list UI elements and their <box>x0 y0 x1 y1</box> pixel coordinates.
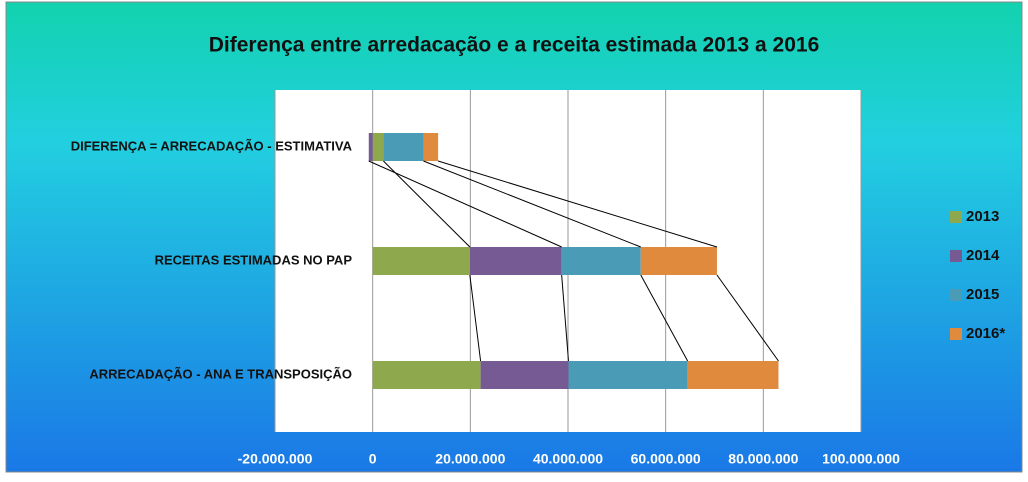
bar <box>561 247 641 275</box>
y-tick-label: DIFERENÇA = ARRECADAÇÃO - ESTIMATIVA <box>71 138 353 153</box>
y-tick-label: ARRECADAÇÃO - ANA E TRANSPOSIÇÃO <box>89 366 352 381</box>
legend-label: 2014 <box>966 247 1000 264</box>
legend-label: 2015 <box>966 286 999 303</box>
legend-swatch <box>950 289 962 301</box>
series-line <box>561 274 569 362</box>
series-line <box>716 274 779 362</box>
legend-label: 2013 <box>966 208 999 225</box>
bar <box>640 247 717 275</box>
bar <box>372 361 481 389</box>
bar <box>568 361 688 389</box>
bar <box>480 361 569 389</box>
bar <box>372 133 384 161</box>
legend-swatch <box>950 328 962 340</box>
series-line <box>469 274 482 362</box>
bar <box>423 133 439 161</box>
x-tick-label: 60.000.000 <box>631 451 701 467</box>
x-tick-label: 40.000.000 <box>533 451 603 467</box>
legend-label: 2016* <box>966 325 1005 342</box>
x-tick-label: 100.000.000 <box>822 451 900 467</box>
legend-swatch <box>950 211 962 223</box>
y-tick-label: RECEITAS ESTIMADAS NO PAP <box>155 252 353 267</box>
x-tick-label: 20.000.000 <box>435 451 505 467</box>
bar <box>383 133 424 161</box>
x-tick-label: 80.000.000 <box>728 451 798 467</box>
series-line <box>368 160 562 248</box>
bar <box>368 133 373 161</box>
bar <box>687 361 779 389</box>
series-line <box>640 274 689 362</box>
series-line <box>383 160 471 248</box>
legend-swatch <box>950 250 962 262</box>
x-tick-label: -20.000.000 <box>238 451 313 467</box>
chart-title: Diferença entre arredacação e a receita … <box>209 34 820 57</box>
bar <box>469 247 562 275</box>
series-line <box>423 160 641 248</box>
series-line <box>437 160 718 248</box>
bar <box>372 247 470 275</box>
x-tick-label: 0 <box>369 451 377 467</box>
